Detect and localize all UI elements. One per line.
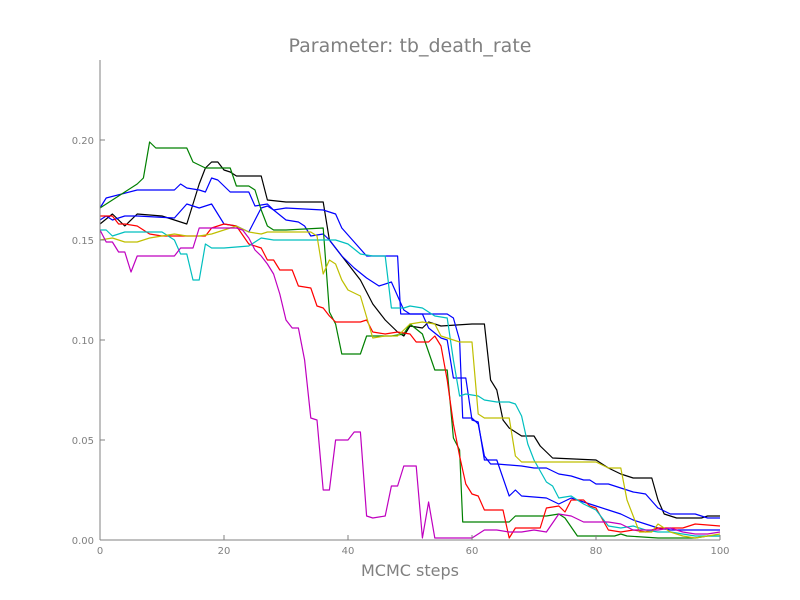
- x-axis-label: MCMC steps: [361, 561, 459, 580]
- x-tick-label: 60: [466, 546, 479, 557]
- chart-title: Parameter: tb_death_rate: [289, 35, 532, 57]
- series-line-6: [100, 229, 720, 537]
- series-line-4: [99, 141, 720, 539]
- series-line-1: [99, 161, 720, 519]
- y-tick-label: 0.20: [72, 136, 94, 147]
- series-line-7: [99, 225, 721, 539]
- x-tick-label: 40: [342, 546, 355, 557]
- y-tick-label: 0.10: [72, 336, 94, 347]
- ticks-layer: 0 20 40 60 80 100 0.00 0.05 0.10 0.15 0.20: [72, 136, 730, 557]
- x-tick-label: 100: [710, 546, 729, 557]
- y-tick-label: 0.15: [72, 236, 94, 247]
- series-line-2: [99, 177, 720, 519]
- y-tick-label: 0.05: [72, 436, 94, 447]
- series-line-8: [99, 227, 721, 539]
- series-line-5: [100, 215, 721, 539]
- x-tick-label: 80: [590, 546, 603, 557]
- series-layer: [99, 141, 721, 539]
- series-line-3: [99, 203, 720, 531]
- y-tick-label: 0.00: [72, 536, 94, 547]
- x-tick-label: 0: [97, 546, 103, 557]
- x-tick-label: 20: [218, 546, 231, 557]
